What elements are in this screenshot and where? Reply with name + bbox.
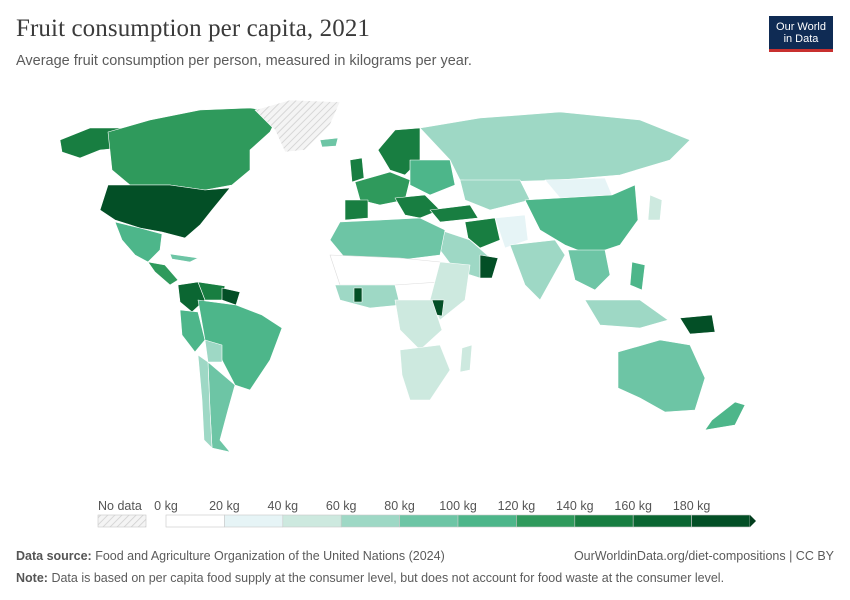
region-ghana[interactable] (353, 287, 363, 303)
legend-tick-label: 60 kg (326, 499, 357, 513)
region-west-africa[interactable] (334, 284, 401, 309)
legend-tick-label: 0 kg (154, 499, 178, 513)
region-southeast-asia[interactable] (567, 249, 611, 291)
region-central-africa[interactable] (394, 299, 443, 351)
source-link[interactable]: OurWorldinData.org/diet-compositions | C… (573, 549, 834, 563)
region-bolivia[interactable] (204, 339, 223, 363)
legend-arrow (750, 515, 756, 527)
region-guianas[interactable] (221, 287, 241, 306)
region-philippines[interactable] (629, 261, 646, 291)
region-japan[interactable] (647, 194, 663, 221)
legend-tick-label: 180 kg (673, 499, 711, 513)
region-mongolia[interactable] (544, 177, 613, 199)
region-central-america[interactable] (147, 261, 179, 286)
region-india[interactable] (509, 239, 566, 301)
region-madagascar[interactable] (459, 344, 473, 373)
region-new-zealand[interactable] (704, 401, 746, 431)
region-afghanistan-pakistan[interactable] (494, 214, 529, 249)
legend-swatch[interactable] (399, 514, 459, 528)
legend-tick-label: 20 kg (209, 499, 240, 513)
region-iran[interactable] (464, 217, 501, 249)
legend-swatch[interactable] (340, 514, 400, 528)
region-southern-africa[interactable] (399, 344, 451, 401)
legend-swatch[interactable] (224, 514, 284, 528)
region-turkey-caucasus[interactable] (429, 204, 479, 223)
chart-title: Fruit consumption per capita, 2021 (16, 15, 371, 42)
note: Note: Data is based on per capita food s… (16, 571, 724, 585)
region-usa[interactable] (99, 184, 231, 239)
region-eastern-europe[interactable] (409, 159, 456, 196)
legend-tick-label: 140 kg (556, 499, 594, 513)
region-canada[interactable] (107, 107, 281, 191)
world-map[interactable] (0, 95, 850, 470)
region-cuba[interactable] (169, 253, 199, 263)
legend-tick-label: 80 kg (384, 499, 415, 513)
region-sahel[interactable] (329, 254, 441, 286)
region-papua-new-guinea[interactable] (679, 314, 716, 335)
logo-line-2: in Data (783, 33, 819, 45)
region-australia[interactable] (617, 339, 706, 413)
region-oman[interactable] (479, 254, 499, 279)
region-russia[interactable] (419, 111, 691, 183)
owid-logo[interactable]: Our World in Data (769, 16, 833, 52)
legend-swatch[interactable] (516, 514, 576, 528)
legend-swatch[interactable] (574, 514, 634, 528)
data-source: Data source: Food and Agriculture Organi… (16, 549, 445, 563)
no-data-swatch[interactable] (97, 514, 147, 528)
no-data-label: No data (98, 499, 142, 513)
region-iberia[interactable] (344, 199, 369, 221)
legend-tick-label: 40 kg (268, 499, 299, 513)
legend-swatch[interactable] (282, 514, 342, 528)
note-text: Data is based on per capita food supply … (51, 571, 725, 585)
legend-tick-label: 120 kg (498, 499, 536, 513)
region-chile[interactable] (197, 354, 213, 449)
legend-swatch[interactable] (165, 514, 225, 528)
legend-swatch[interactable] (457, 514, 517, 528)
legend-tick-label: 100 kg (439, 499, 477, 513)
logo-line-1: Our World (776, 21, 826, 33)
region-kazakhstan[interactable] (459, 179, 531, 211)
chart-subtitle: Average fruit consumption per person, me… (16, 53, 472, 69)
region-uk[interactable] (349, 157, 365, 183)
legend-tick-label: 160 kg (614, 499, 652, 513)
data-source-label: Data source: (16, 549, 92, 563)
legend-swatch[interactable] (632, 514, 692, 528)
region-iceland[interactable] (319, 137, 339, 148)
region-peru[interactable] (179, 309, 206, 353)
region-china[interactable] (524, 184, 639, 256)
region-colombia[interactable] (177, 281, 206, 313)
region-mexico[interactable] (114, 221, 163, 263)
region-indonesia[interactable] (584, 299, 669, 329)
legend-swatch[interactable] (691, 514, 751, 528)
data-source-text[interactable]: Food and Agriculture Organization of the… (95, 549, 445, 563)
region-italy-balkans[interactable] (394, 194, 441, 219)
region-north-africa[interactable] (329, 217, 446, 261)
region-greenland (254, 99, 341, 153)
map-legend: No data 0 kg 20 kg 40 kg 60 kg 80 kg 100 kg 12… (97, 499, 756, 528)
note-label: Note: (16, 571, 48, 585)
